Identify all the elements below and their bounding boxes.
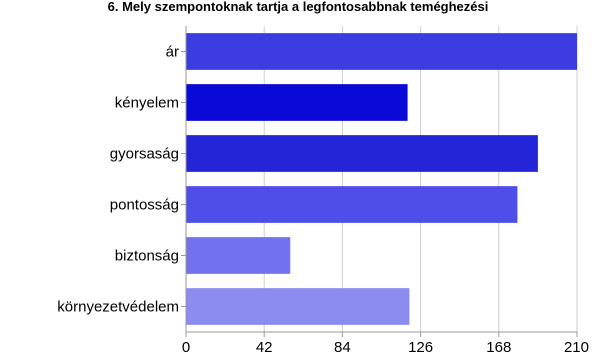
bar-1 [186, 84, 408, 121]
category-label: pontosság [110, 197, 179, 214]
category-label: környezetvédelem [57, 299, 179, 316]
bar-4 [186, 237, 291, 274]
x-tick-label: 126 [408, 339, 433, 356]
x-tick-label: 0 [182, 339, 190, 356]
x-tick-label: 168 [486, 339, 511, 356]
category-label: gyorsaság [110, 146, 179, 163]
bar-0 [186, 33, 577, 70]
x-tick-label: 84 [334, 339, 351, 356]
grid-lines [263, 26, 578, 332]
bar-2 [186, 135, 538, 172]
category-label: kényelem [115, 95, 179, 112]
chart-title: 6. Mely szempontoknak tartja a legfontos… [108, 0, 489, 14]
x-tick-labels: 0 42 84 126 168 210 [182, 339, 589, 356]
bar-3 [186, 186, 518, 223]
bar-5 [186, 288, 410, 325]
category-labels: ár kényelem gyorsaság pontosság biztonság kör… [57, 44, 179, 316]
axes [181, 26, 578, 337]
x-tick-label: 210 [564, 339, 589, 356]
category-label: biztonság [115, 248, 179, 265]
x-tick-label: 42 [256, 339, 273, 356]
bars [186, 33, 577, 325]
category-label: ár [166, 44, 179, 61]
